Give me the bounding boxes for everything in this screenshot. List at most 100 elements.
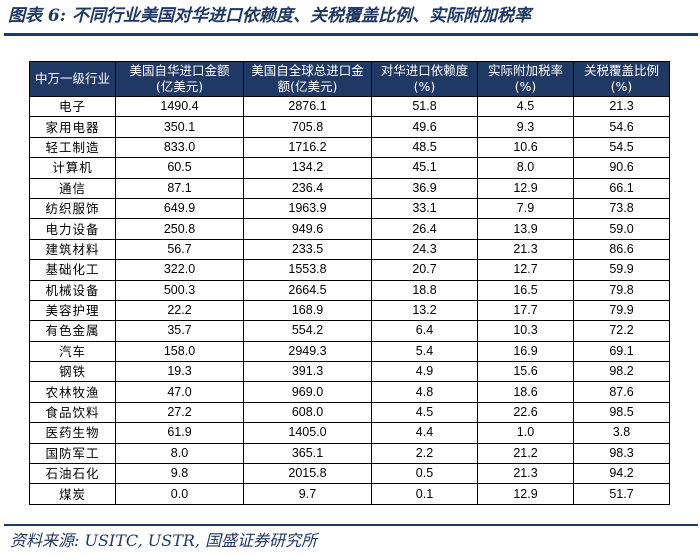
value-cell: 73.8 (573, 197, 670, 220)
value-cell: 0.0 (115, 483, 244, 505)
value-cell: 9.7 (243, 483, 372, 505)
industry-name-cell: 建筑材料 (29, 238, 116, 261)
value-cell: 19.3 (115, 361, 244, 383)
value-cell: 8.0 (115, 442, 244, 465)
value-cell: 79.9 (573, 299, 670, 322)
value-cell: 98.2 (573, 361, 670, 383)
column-header: 对华进口依赖度 (%) (371, 61, 478, 97)
value-cell: 7.9 (477, 197, 574, 220)
table-row: 电力设备 250.8 949.6 26.4 13.9 59.0 (29, 218, 670, 240)
value-cell: 2876.1 (243, 95, 372, 118)
industry-name-cell: 美容护理 (29, 299, 116, 322)
value-cell: 2664.5 (243, 279, 372, 301)
value-cell: 350.1 (115, 116, 244, 138)
value-cell: 4.5 (477, 95, 574, 118)
table-row: 煤炭 0.0 9.7 0.1 12.9 51.7 (29, 483, 670, 505)
table-row: 美容护理 22.2 168.9 13.2 17.7 79.9 (29, 299, 670, 322)
column-header: 实际附加税率 (%) (477, 61, 574, 97)
value-cell: 1553.8 (243, 259, 372, 281)
value-cell: 250.8 (115, 218, 244, 240)
figure-title: 图表 6: 不同行业美国对华进口依赖度、关税覆盖比例、实际附加税率 (8, 6, 531, 26)
value-cell: 51.8 (371, 95, 478, 118)
column-header: 美国自全球总进口金 额(亿美元) (243, 61, 372, 97)
value-cell: 4.4 (371, 422, 478, 444)
industry-name-cell: 轻工制造 (29, 136, 116, 159)
value-cell: 79.8 (573, 279, 670, 301)
value-cell: 2015.8 (243, 463, 372, 485)
value-cell: 26.4 (371, 218, 478, 240)
table-row: 农林牧渔 47.0 969.0 4.8 18.6 87.6 (29, 381, 670, 403)
value-cell: 1490.4 (115, 95, 244, 118)
source-rule (4, 524, 698, 526)
industry-name-cell: 计算机 (29, 157, 116, 179)
value-cell: 22.6 (477, 401, 574, 424)
table-row: 家用电器 350.1 705.8 49.6 9.3 54.6 (29, 116, 670, 138)
value-cell: 1405.0 (243, 422, 372, 444)
value-cell: 54.6 (573, 116, 670, 138)
value-cell: 72.2 (573, 320, 670, 342)
value-cell: 4.5 (371, 401, 478, 424)
industry-name-cell: 石油石化 (29, 463, 116, 485)
industry-name-cell: 电力设备 (29, 218, 116, 240)
value-cell: 1963.9 (243, 197, 372, 220)
value-cell: 12.7 (477, 259, 574, 281)
value-cell: 13.9 (477, 218, 574, 240)
value-cell: 168.9 (243, 299, 372, 322)
table-row: 石油石化 9.8 2015.8 0.5 21.3 94.2 (29, 463, 670, 485)
value-cell: 21.3 (573, 95, 670, 118)
industry-name-cell: 通信 (29, 177, 116, 199)
table-row: 食品饮料 27.2 608.0 4.5 22.6 98.5 (29, 401, 670, 424)
value-cell: 158.0 (115, 340, 244, 363)
industry-name-cell: 有色金属 (29, 320, 116, 342)
value-cell: 56.7 (115, 238, 244, 261)
industry-name-cell: 电子 (29, 95, 116, 118)
value-cell: 0.5 (371, 463, 478, 485)
value-cell: 22.2 (115, 299, 244, 322)
table-row: 建筑材料 56.7 233.5 24.3 21.3 86.6 (29, 238, 670, 261)
value-cell: 87.1 (115, 177, 244, 199)
value-cell: 51.7 (573, 483, 670, 505)
table-row: 计算机 60.5 134.2 45.1 8.0 90.6 (29, 157, 670, 179)
industry-name-cell: 机械设备 (29, 279, 116, 301)
industry-name-cell: 汽车 (29, 340, 116, 363)
value-cell: 47.0 (115, 381, 244, 403)
value-cell: 36.9 (371, 177, 478, 199)
title-underline (4, 33, 698, 36)
table-row: 基础化工 322.0 1553.8 20.7 12.7 59.9 (29, 259, 670, 281)
value-cell: 59.9 (573, 259, 670, 281)
industry-name-cell: 农林牧渔 (29, 381, 116, 403)
value-cell: 391.3 (243, 361, 372, 383)
value-cell: 20.7 (371, 259, 478, 281)
industry-name-cell: 家用电器 (29, 116, 116, 138)
value-cell: 3.8 (573, 422, 670, 444)
value-cell: 98.5 (573, 401, 670, 424)
industry-name-cell: 煤炭 (29, 483, 116, 505)
industry-name-cell: 纺织服饰 (29, 197, 116, 220)
value-cell: 15.6 (477, 361, 574, 383)
table-header: 中万一级行业 美国自华进口金额 (亿美元) 美国自全球总进口金 额(亿美元) 对华进口依赖… (29, 61, 670, 97)
value-cell: 27.2 (115, 401, 244, 424)
column-header: 关税覆盖比例 (%) (573, 61, 670, 97)
value-cell: 48.5 (371, 136, 478, 159)
industry-name-cell: 医药生物 (29, 422, 116, 444)
table-row: 国防军工 8.0 365.1 2.2 21.2 98.3 (29, 442, 670, 465)
value-cell: 13.2 (371, 299, 478, 322)
table-row: 轻工制造 833.0 1716.2 48.5 10.6 54.5 (29, 136, 670, 159)
value-cell: 9.3 (477, 116, 574, 138)
value-cell: 98.3 (573, 442, 670, 465)
industry-name-cell: 钢铁 (29, 361, 116, 383)
value-cell: 12.9 (477, 177, 574, 199)
source-note: 资料来源: USITC, USTR, 国盛证券研究所 (10, 531, 318, 550)
value-cell: 2.2 (371, 442, 478, 465)
value-cell: 500.3 (115, 279, 244, 301)
value-cell: 949.6 (243, 218, 372, 240)
value-cell: 94.2 (573, 463, 670, 485)
value-cell: 86.6 (573, 238, 670, 261)
value-cell: 8.0 (477, 157, 574, 179)
value-cell: 649.9 (115, 197, 244, 220)
value-cell: 4.8 (371, 381, 478, 403)
table-body: 电子 1490.4 2876.1 51.8 4.5 21.3 家用电器 350.1 705.8 4… (29, 95, 670, 505)
column-header: 中万一级行业 (29, 61, 116, 97)
value-cell: 2949.3 (243, 340, 372, 363)
value-cell: 554.2 (243, 320, 372, 342)
